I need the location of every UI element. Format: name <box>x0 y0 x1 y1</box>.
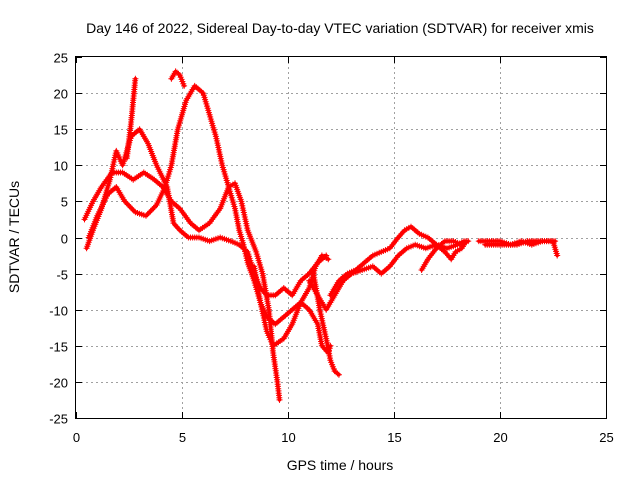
x-tick-label: 25 <box>599 430 613 445</box>
axis-ticks: 0 5 10 15 20 25 -25 -20 -15 -10 -5 0 5 10 15 20 25 <box>49 51 614 446</box>
y-tick-label: 5 <box>61 195 68 210</box>
series-markers <box>482 238 559 248</box>
x-tick-label: 5 <box>179 430 186 445</box>
series-markers <box>251 252 332 349</box>
series-line <box>82 170 282 402</box>
series-arc-7 <box>327 223 470 299</box>
series-arc-12 <box>168 68 188 89</box>
series-arc-1 <box>83 126 330 299</box>
y-tick-label: 0 <box>61 232 68 247</box>
plot-frame <box>75 56 607 419</box>
y-tick-label: -5 <box>56 268 68 283</box>
series-arc-8 <box>418 238 472 273</box>
y-tick-label: -10 <box>49 304 68 319</box>
y-tick-label: -25 <box>49 412 68 427</box>
series-line <box>84 127 328 298</box>
series-group <box>81 68 561 403</box>
gridlines <box>76 57 606 418</box>
x-tick-label: 10 <box>281 430 295 445</box>
x-axis-label: GPS time / hours <box>287 457 394 473</box>
x-tick-label: 20 <box>493 430 507 445</box>
y-tick-label: 25 <box>54 51 68 66</box>
series-markers <box>418 238 472 273</box>
y-tick-label: 10 <box>54 159 68 174</box>
y-tick-label: 15 <box>54 123 68 138</box>
series-arc-11 <box>123 75 139 162</box>
x-tick-label: 15 <box>387 430 401 445</box>
series-markers <box>123 75 139 162</box>
series-arc-4 <box>251 252 332 349</box>
y-tick-label: 20 <box>54 87 68 102</box>
series-markers <box>168 68 188 89</box>
x-tick-label: 0 <box>73 430 80 445</box>
chart-title: Day 146 of 2022, Sidereal Day-to-day VTE… <box>86 20 594 36</box>
series-markers <box>306 238 467 313</box>
series-markers <box>327 223 470 299</box>
y-axis-label: SDTVAR / TECUs <box>6 181 22 293</box>
y-tick-label: -15 <box>49 340 68 355</box>
series-markers <box>83 126 330 299</box>
series-arc-10 <box>482 238 559 248</box>
y-tick-label: -20 <box>49 376 68 391</box>
